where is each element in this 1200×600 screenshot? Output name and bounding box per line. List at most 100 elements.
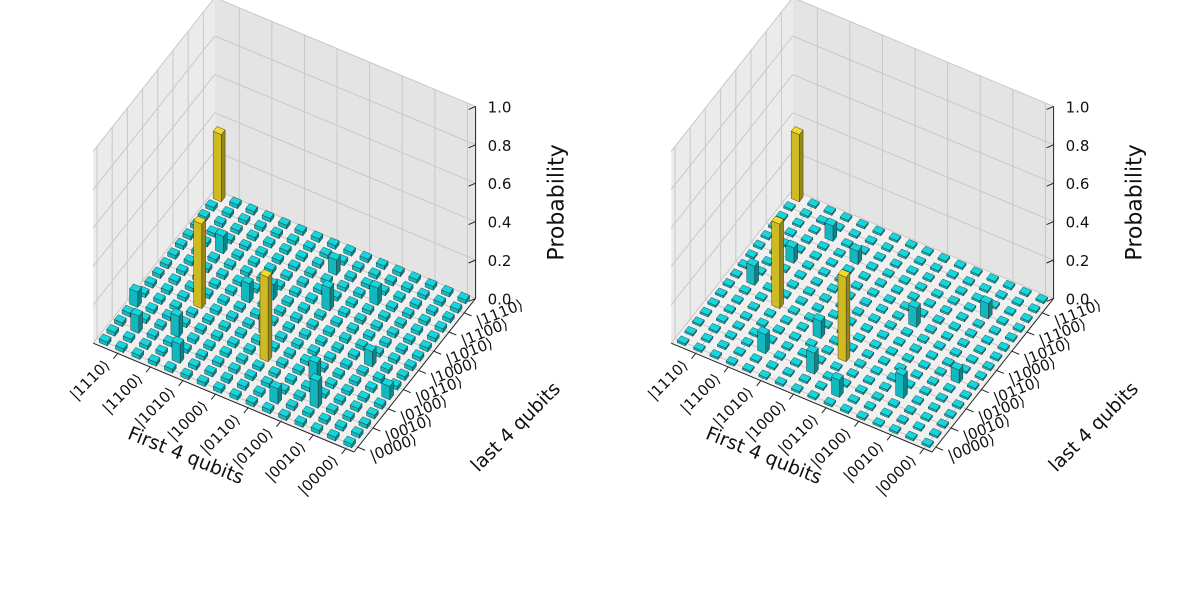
bar-top [963, 301, 977, 311]
bar-top [872, 417, 886, 426]
probability-bar [850, 280, 864, 292]
probability-bar [404, 358, 417, 372]
probability-bar [98, 333, 112, 347]
bar-top [949, 347, 963, 356]
highlight-bar [837, 268, 851, 363]
bar-top [760, 229, 774, 239]
probability-bar [343, 244, 356, 257]
probability-bar [855, 384, 868, 396]
probability-bar [921, 437, 934, 449]
wall-gridline [214, 35, 476, 146]
bar-top [859, 296, 872, 306]
probability-bar [809, 250, 822, 262]
bar-top [400, 280, 414, 290]
bar-top [1035, 293, 1048, 303]
bar-top [973, 344, 987, 354]
probability-bar [962, 275, 976, 287]
bar-top [925, 349, 939, 359]
bar-top [209, 303, 223, 312]
bar-top [790, 383, 804, 392]
wall-gridline [92, 112, 216, 267]
bar-top [738, 284, 752, 294]
x-tick [854, 421, 860, 427]
probability-bar [896, 414, 909, 426]
probability-bar [872, 225, 885, 237]
bar-top [331, 341, 344, 350]
probability-bar [722, 277, 736, 289]
probability-bar [131, 347, 145, 361]
bar-top [175, 263, 189, 273]
probability-bar [129, 283, 142, 309]
bar-top [268, 366, 281, 375]
bar-top [783, 201, 796, 210]
probability-bar [943, 382, 956, 394]
bar-top [914, 281, 928, 291]
probability-bar [865, 261, 879, 273]
bar-top [304, 266, 317, 275]
probability-bar [707, 297, 720, 309]
probability-bar [755, 291, 768, 303]
probability-bar [236, 378, 250, 392]
probability-bar [246, 229, 260, 243]
bar-top [725, 355, 739, 365]
bar-top [749, 353, 763, 362]
probability-bar [939, 304, 953, 316]
bar-top [180, 367, 193, 377]
bar-top [951, 399, 965, 408]
probability-bar [959, 389, 972, 401]
bar-top [217, 293, 230, 303]
bar-top [939, 304, 953, 314]
bar-top [805, 337, 818, 347]
bar-top [294, 415, 308, 424]
bar-top [871, 391, 884, 400]
probability-bar [949, 347, 963, 359]
bar-top [962, 275, 976, 285]
probability-bar [786, 279, 800, 291]
wall-gridline [92, 74, 216, 229]
probability-bar [361, 302, 375, 316]
probability-bar [758, 369, 771, 381]
wall-gridline [92, 150, 216, 306]
probability-bar [1027, 303, 1041, 315]
probability-bar [709, 349, 723, 361]
bar-top [315, 334, 328, 344]
z-axis-title: Probability [545, 144, 570, 260]
bar-top [708, 323, 721, 332]
bar-top [380, 361, 393, 371]
probability-bar [780, 314, 793, 326]
bar-top [791, 217, 805, 227]
bar-top [837, 268, 851, 278]
bar-face [757, 330, 766, 355]
probability-bar [861, 348, 875, 360]
bar-top [717, 339, 730, 349]
bar-top [343, 435, 356, 445]
x-tick [145, 366, 151, 373]
probability-bar [693, 342, 706, 354]
probability-bar [888, 423, 902, 435]
bar-top [418, 313, 431, 323]
bar-top [318, 412, 331, 422]
probability-bar [963, 301, 977, 313]
probability-bar [216, 267, 229, 281]
probability-bar [297, 301, 311, 315]
probability-bar [221, 206, 235, 219]
bar-top [893, 336, 906, 346]
probability-bar [395, 342, 409, 356]
bar-top [241, 275, 254, 285]
probability-bar [925, 349, 939, 361]
bar-top [880, 407, 893, 417]
bar-top [327, 428, 340, 438]
bar-top [676, 335, 690, 345]
bar-top [283, 346, 297, 356]
wall-gridline [670, 189, 794, 344]
bar-top [722, 277, 736, 287]
probability-bar [281, 294, 294, 308]
bar-top [338, 331, 352, 341]
probability-bar [810, 276, 824, 288]
probability-bar [856, 218, 869, 230]
chart-panel-2: |0000⟩|0010⟩|0100⟩|0110⟩|1000⟩|1010⟩|110… [644, 0, 1148, 499]
probability-bar [187, 358, 201, 371]
bar-top [294, 223, 307, 233]
probability-bar [271, 252, 285, 266]
bar-top [700, 332, 714, 342]
